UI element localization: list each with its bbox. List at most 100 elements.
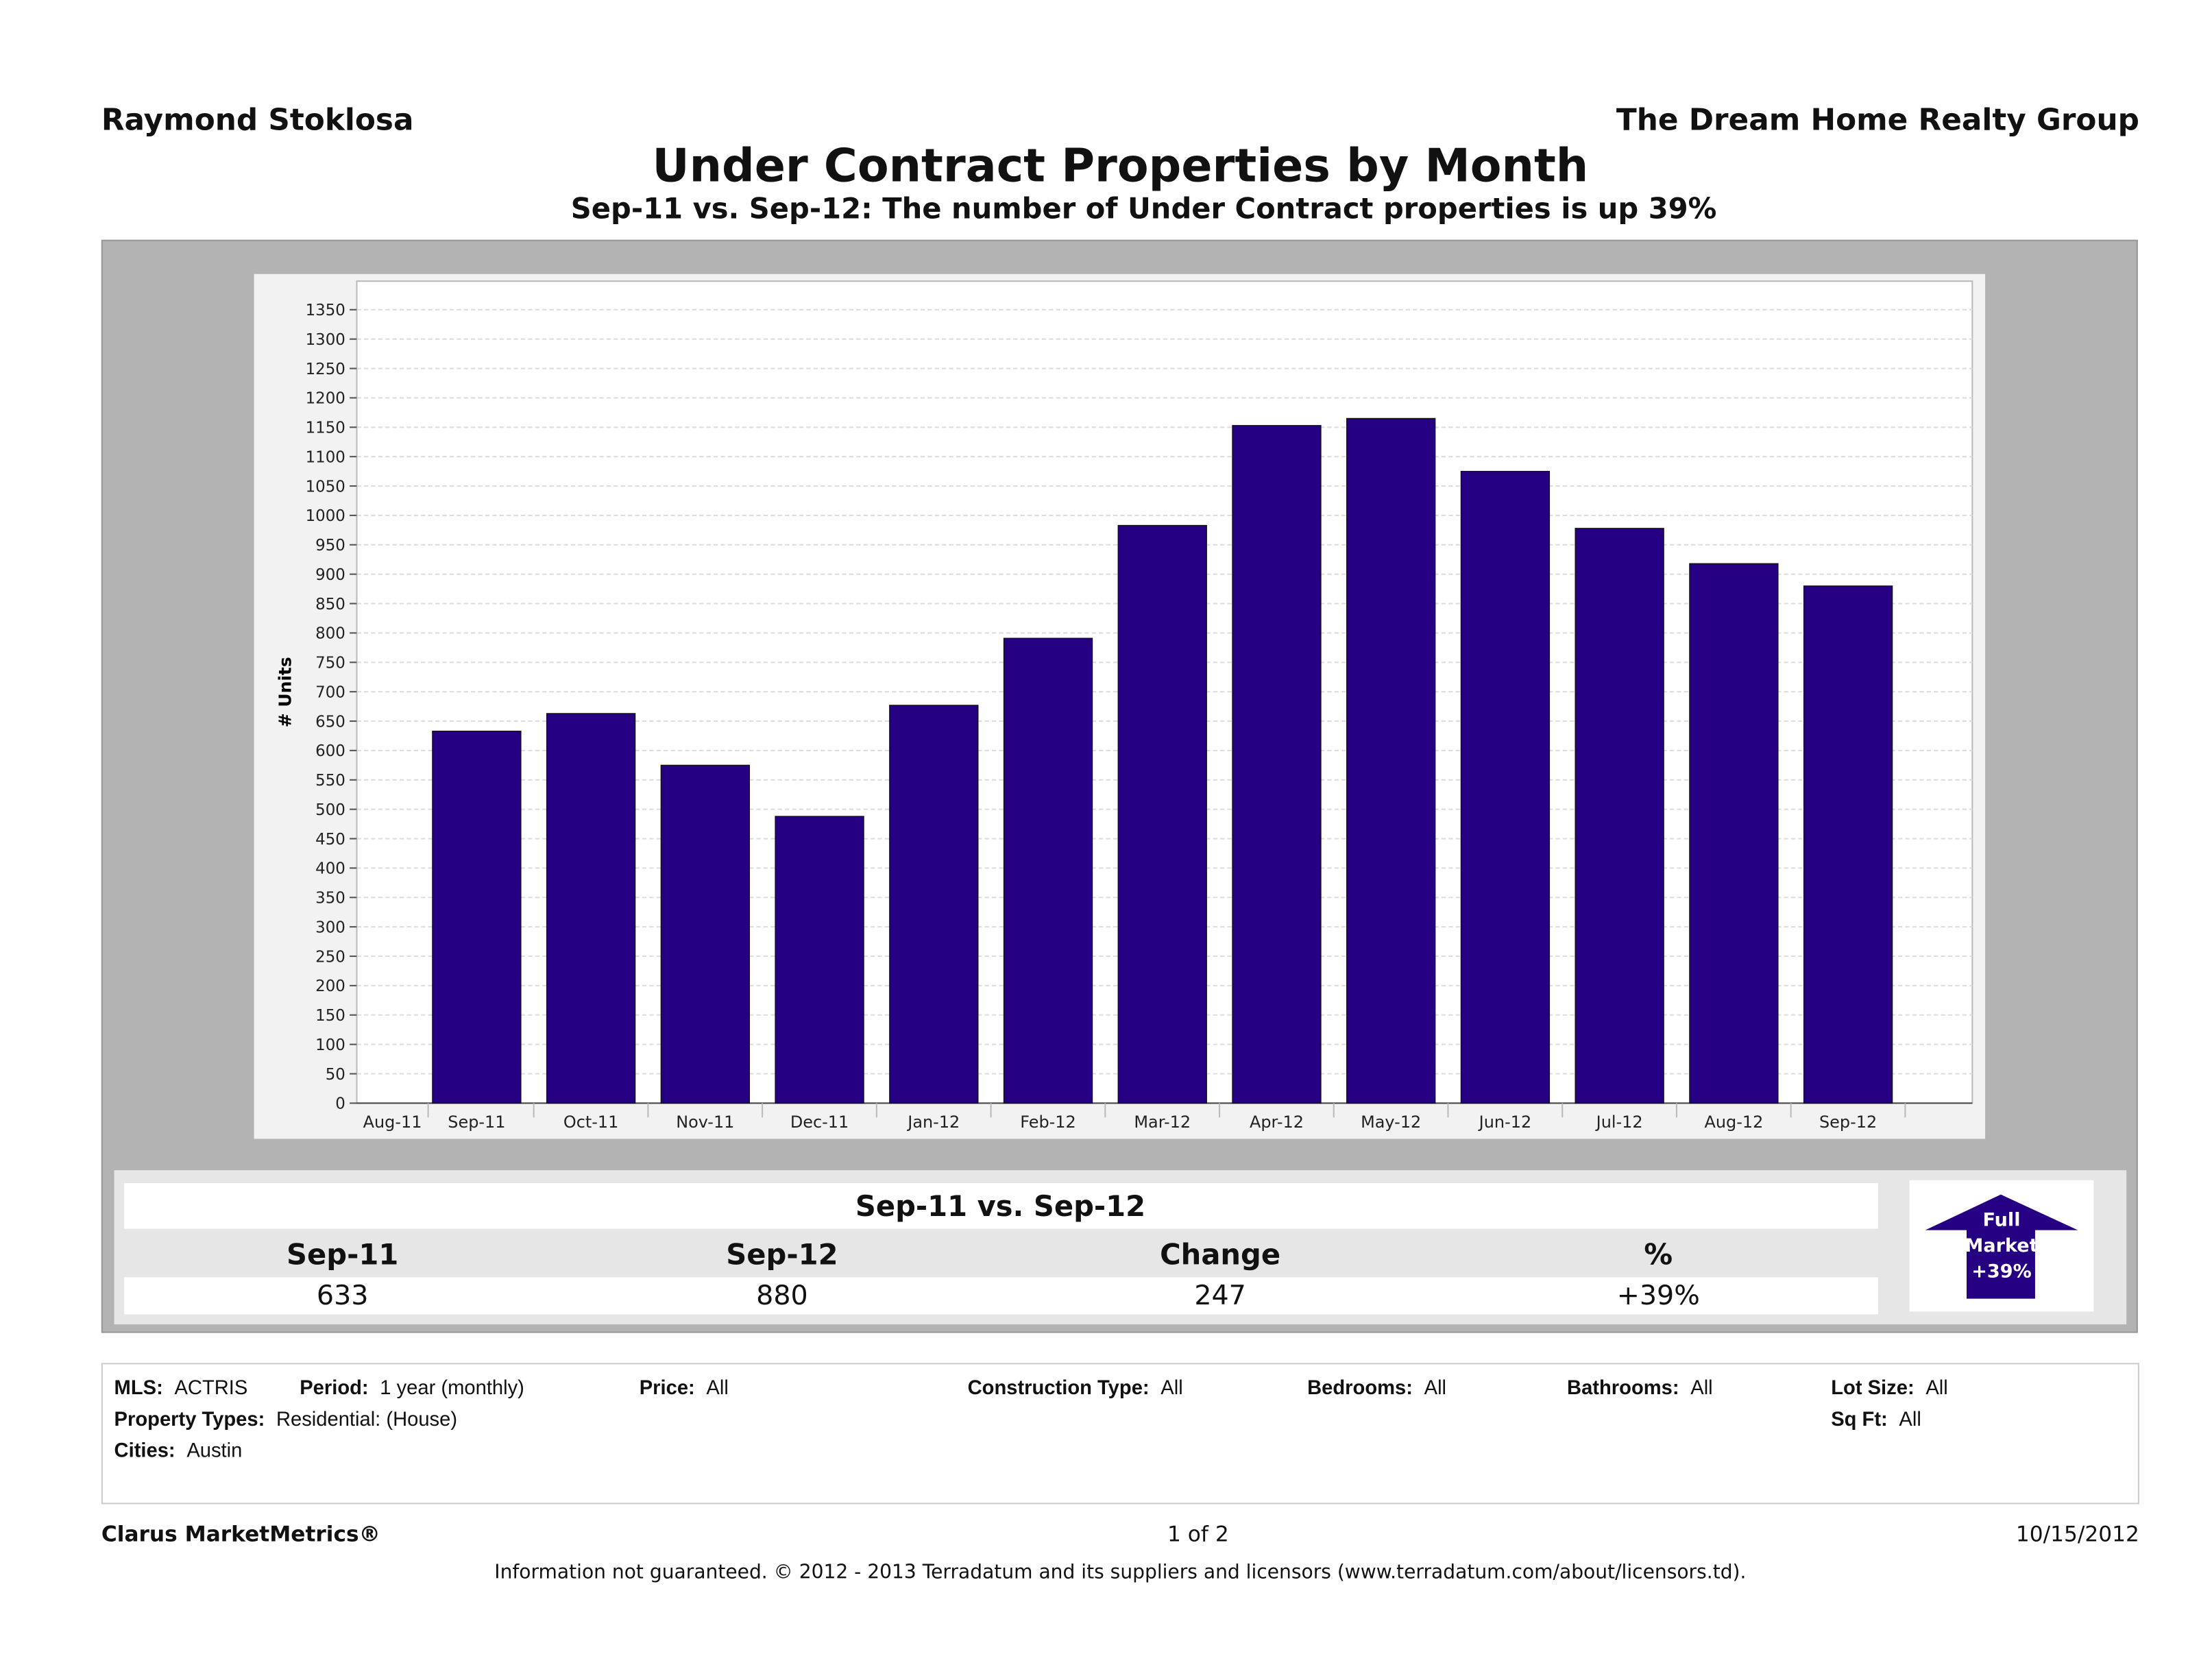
- footer-brand: Clarus MarketMetrics®: [101, 1521, 380, 1547]
- bar-jul-12: [1575, 528, 1664, 1104]
- y-tick-label: 150: [315, 1007, 345, 1025]
- x-tick-label: Apr-12: [1250, 1112, 1304, 1132]
- summary-panel: Sep-11 vs. Sep-12 Sep-11 Sep-12 Change %…: [114, 1170, 2127, 1325]
- sqft-label: Sq Ft:: [1831, 1407, 1888, 1431]
- criteria-box: MLS: ACTRIS Period: 1 year (monthly) Price…: [101, 1363, 2139, 1505]
- bedrooms-label: Bedrooms:: [1307, 1376, 1413, 1399]
- x-tick-label: Sep-11: [448, 1112, 505, 1132]
- disclaimer: Information not guaranteed. © 2012 - 201…: [494, 1561, 1747, 1585]
- bar-nov-11: [660, 764, 751, 1104]
- x-tick-label: Jun-12: [1478, 1112, 1532, 1132]
- summary-title: Sep-11 vs. Sep-12: [855, 1189, 1146, 1224]
- x-tick-label: Jul-12: [1595, 1112, 1643, 1132]
- price-value: All: [706, 1376, 729, 1399]
- y-tick-label: 1150: [306, 420, 345, 437]
- page-title: Under Contract Properties by Month: [652, 138, 1589, 193]
- y-axis-label: # Units: [276, 657, 295, 727]
- bar-jan-12: [889, 705, 979, 1104]
- agent-name: Raymond Stoklosa: [101, 102, 414, 137]
- y-tick-label: 1300: [306, 331, 345, 349]
- y-tick-label: 350: [315, 890, 345, 908]
- y-tick-label: 50: [326, 1066, 345, 1084]
- y-tick-label: 1250: [306, 361, 345, 378]
- summary-header-sep11: Sep-11: [287, 1237, 399, 1272]
- y-tick-label: 850: [315, 596, 345, 613]
- page-subtitle: Sep-11 vs. Sep-12: The number of Under C…: [570, 191, 1717, 226]
- x-tick-label: Aug-11: [363, 1112, 422, 1132]
- sqft-value: All: [1899, 1407, 1921, 1431]
- y-tick-label: 1350: [306, 302, 345, 319]
- mls-value: ACTRIS: [174, 1376, 248, 1399]
- cities-label: Cities:: [114, 1438, 175, 1461]
- y-tick-label: 950: [315, 537, 345, 555]
- y-tick-label: 900: [315, 566, 345, 584]
- y-tick-label: 750: [315, 655, 345, 672]
- summary-value-percent: +39%: [1616, 1280, 1700, 1312]
- report-date: 10/15/2012: [2015, 1521, 2139, 1547]
- page-number: 1 of 2: [1167, 1521, 1229, 1547]
- y-tick-label: 1050: [306, 478, 345, 496]
- summary-header-sep12: Sep-12: [726, 1237, 838, 1272]
- bar-aug-12: [1689, 563, 1779, 1104]
- lot-size-label: Lot Size:: [1831, 1376, 1915, 1399]
- summary-value-change: 247: [1194, 1280, 1246, 1312]
- y-tick-label: 450: [315, 831, 345, 849]
- arrow-up-icon: [1925, 1194, 2078, 1299]
- x-tick-label: Nov-11: [676, 1112, 734, 1132]
- y-tick-label: 1100: [306, 448, 345, 466]
- y-tick-label: 1200: [306, 390, 345, 408]
- y-tick-label: 0: [335, 1095, 345, 1113]
- y-tick-label: 650: [315, 713, 345, 731]
- bar-chart: 0 50 100 150 200 250 300 350 400 450 500 550 600 650 7…: [276, 280, 1973, 1132]
- x-tick-label: Mar-12: [1134, 1112, 1191, 1132]
- y-tick-label: 250: [315, 948, 345, 966]
- property-types-label: Property Types:: [114, 1407, 265, 1431]
- x-tick-label: Oct-11: [563, 1112, 618, 1132]
- bar-mar-12: [1117, 524, 1207, 1104]
- company-name: The Dream Home Realty Group: [1616, 102, 2139, 137]
- y-tick-label: 1000: [306, 507, 345, 525]
- bar-sep-11: [432, 730, 522, 1104]
- footer: Clarus MarketMetrics® 1 of 2 10/15/2012: [101, 1521, 2139, 1546]
- bar-sep-12: [1803, 585, 1893, 1104]
- bar-jun-12: [1460, 470, 1551, 1104]
- y-tick-label: 100: [315, 1036, 345, 1054]
- bar-oct-11: [546, 713, 636, 1104]
- bedrooms-value: All: [1424, 1376, 1447, 1399]
- x-tick-label: Sep-12: [1819, 1112, 1877, 1132]
- mls-label: MLS:: [114, 1376, 163, 1399]
- x-tick-label: Feb-12: [1020, 1112, 1075, 1132]
- construction-label: Construction Type:: [967, 1376, 1150, 1399]
- full-market-badge: Full Market +39%: [1909, 1180, 2094, 1312]
- y-tick-label: 500: [315, 801, 345, 819]
- property-types-value: Residential: (House): [276, 1407, 458, 1431]
- y-tick-label: 800: [315, 625, 345, 643]
- bar-apr-12: [1232, 425, 1322, 1104]
- bar-may-12: [1346, 417, 1436, 1104]
- badge-line1: Full: [1982, 1210, 2021, 1232]
- summary-header-percent: %: [1644, 1237, 1673, 1272]
- y-tick-label: 700: [315, 683, 345, 701]
- title-block: Under Contract Properties by Month Sep-1…: [570, 138, 1717, 226]
- lot-size-value: All: [1925, 1376, 1948, 1399]
- x-tick-label: Dec-11: [790, 1112, 849, 1132]
- period-value: 1 year (monthly): [380, 1376, 524, 1399]
- bar-feb-12: [1003, 637, 1093, 1104]
- x-tick-label: Aug-12: [1704, 1112, 1763, 1132]
- construction-value: All: [1160, 1376, 1183, 1399]
- badge-line3: +39%: [1971, 1261, 2032, 1283]
- y-tick-label: 600: [315, 742, 345, 760]
- x-tick-label: May-12: [1361, 1112, 1421, 1132]
- period-label: Period:: [300, 1376, 369, 1399]
- y-tick-label: 550: [315, 772, 345, 790]
- summary-value-sep11: 633: [316, 1280, 369, 1312]
- summary-header-change: Change: [1160, 1237, 1281, 1272]
- cities-value: Austin: [186, 1438, 243, 1461]
- x-tick-label: Jan-12: [906, 1112, 960, 1132]
- bar-dec-11: [775, 816, 864, 1104]
- badge-line2: Market: [1965, 1236, 2039, 1258]
- y-tick-label: 300: [315, 919, 345, 936]
- price-label: Price:: [639, 1376, 695, 1399]
- summary-value-sep12: 880: [756, 1280, 808, 1312]
- bathrooms-value: All: [1690, 1376, 1713, 1399]
